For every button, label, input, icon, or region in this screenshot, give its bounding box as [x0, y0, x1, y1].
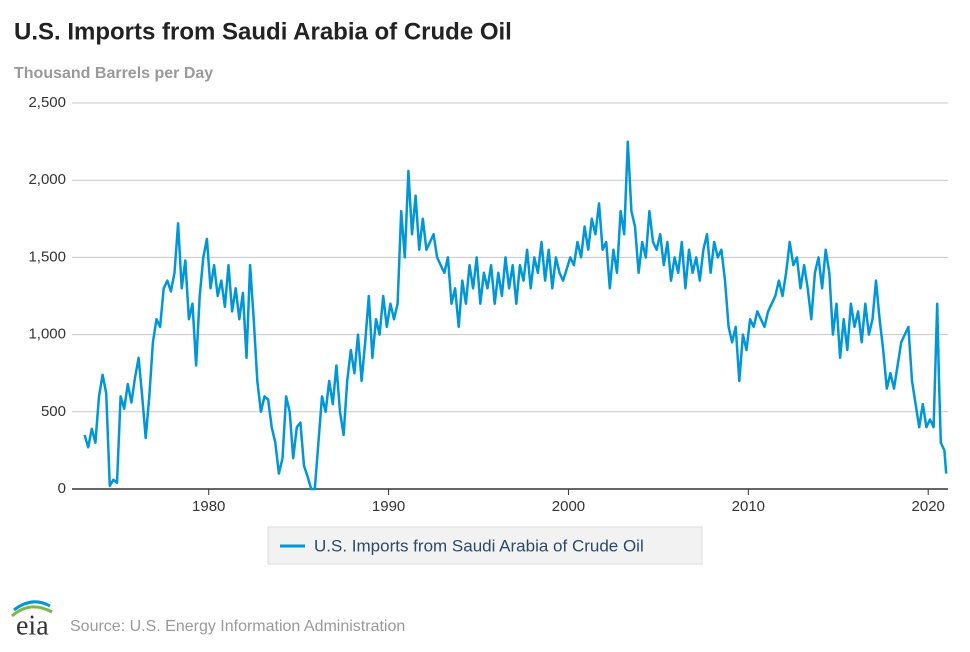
x-tick-label: 2020	[912, 498, 945, 515]
y-tick-label: 1,500	[28, 248, 66, 265]
logo-swoosh	[11, 605, 53, 618]
y-tick-label: 2,500	[28, 94, 66, 111]
y-tick-label: 2,000	[28, 171, 66, 188]
source: Source: U.S. Energy Information Administ…	[70, 618, 405, 635]
legend-label: U.S. Imports from Saudi Arabia of Crude …	[314, 536, 644, 555]
legend-box	[267, 526, 703, 565]
logo: eia	[16, 610, 49, 641]
y-tick-label: 0	[58, 480, 66, 497]
y-tick-label: 1,000	[28, 326, 66, 343]
x-tick-label: 1990	[372, 498, 405, 515]
series-line	[83, 140, 948, 491]
logo-swoosh	[13, 600, 51, 612]
x-tick-label: 1980	[192, 498, 225, 515]
x-tick-label: 2010	[732, 498, 765, 515]
chart-subtitle: Thousand Barrels per Day	[14, 65, 213, 82]
y-tick-label: 500	[41, 403, 66, 420]
chart-title: U.S. Imports from Saudi Arabia of Crude …	[14, 18, 512, 45]
x-tick-label: 2000	[552, 498, 585, 515]
